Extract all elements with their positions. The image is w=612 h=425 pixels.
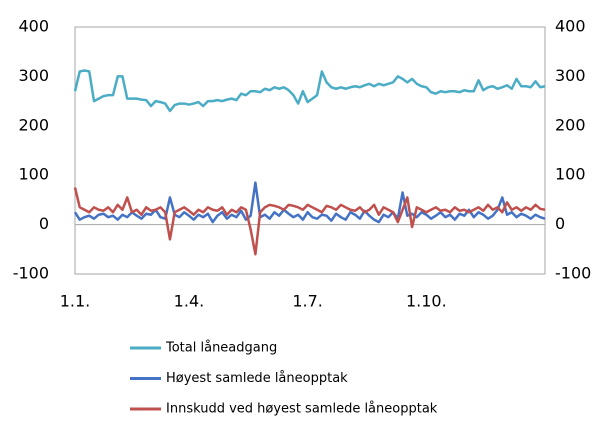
y-tick-label: 200	[18, 115, 49, 134]
legend-label: Høyest samlede låneopptak	[166, 371, 348, 386]
y-tick-label: 300	[18, 66, 49, 85]
legend-label: Total låneadgang	[165, 341, 277, 356]
x-tick-label: 1.4.	[174, 292, 205, 311]
y-tick-label: 400	[18, 17, 49, 36]
plot-frame	[74, 26, 546, 275]
y-tick-label: 100	[18, 165, 49, 184]
series-line	[73, 187, 546, 256]
y-tick-label: -100	[13, 264, 49, 283]
y2-tick-label: 300	[555, 66, 586, 85]
y2-tick-label: 0	[555, 214, 565, 233]
series-line	[73, 69, 546, 113]
y2-tick-label: 200	[555, 115, 586, 134]
y2-tick-label: 100	[555, 165, 586, 184]
y2-tick-label: -100	[555, 264, 591, 283]
legend-label: Innskudd ved høyest samlede låneopptak	[166, 402, 438, 417]
y2-tick-label: 400	[555, 17, 586, 36]
y-tick-label: 0	[39, 214, 49, 233]
x-tick-label: 1.1.	[60, 292, 91, 311]
x-tick-label: 1.7.	[292, 292, 323, 311]
x-tick-label: 1.10.	[406, 292, 447, 311]
series-line	[73, 181, 546, 224]
